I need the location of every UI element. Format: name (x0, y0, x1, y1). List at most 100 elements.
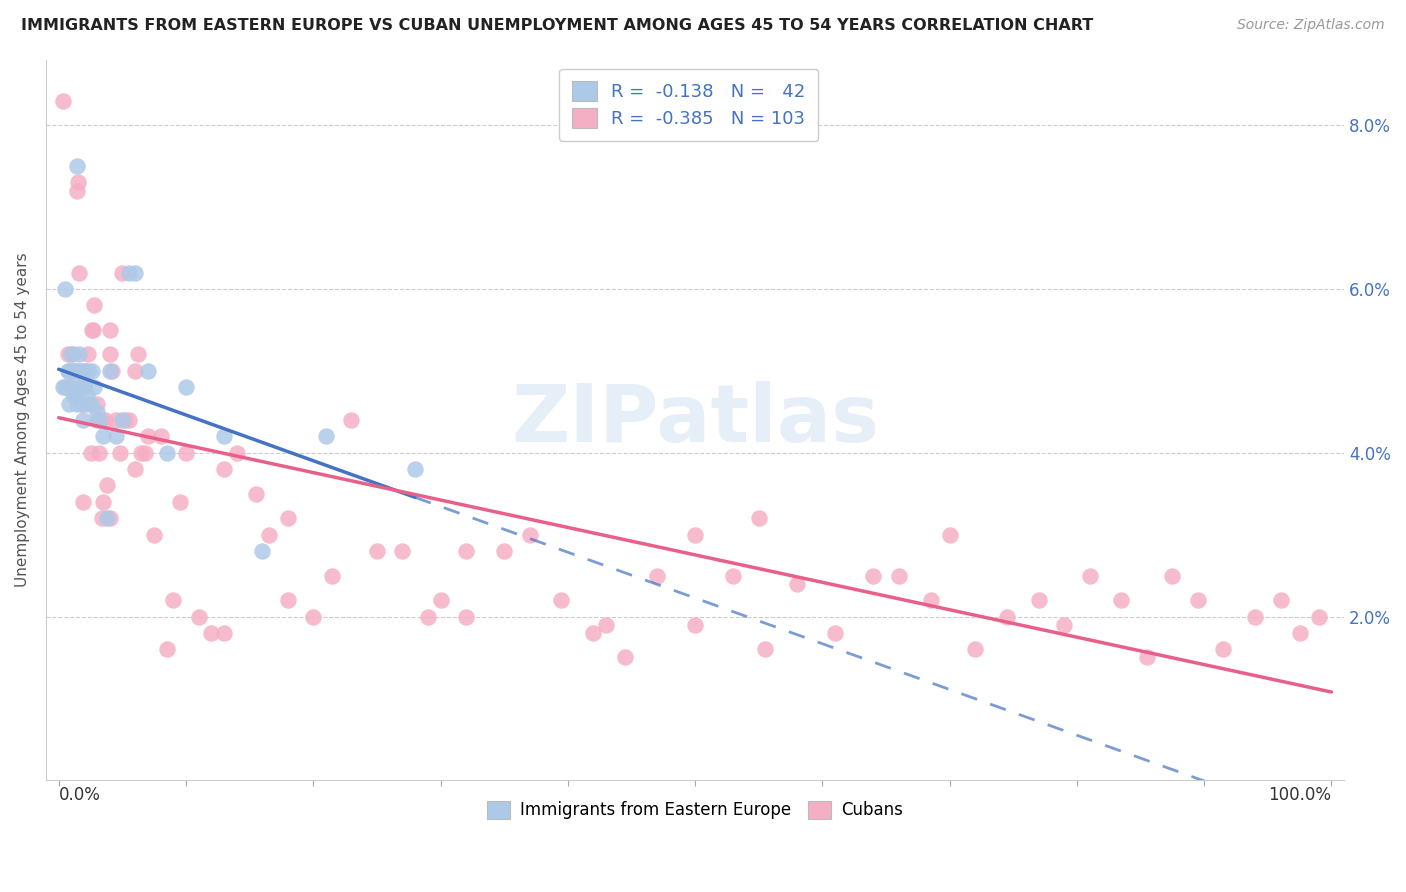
Point (72, 495, 94, 509)
Point (136, 364, 159, 378)
Point (89, 446, 111, 460)
Point (136, 429, 159, 443)
Point (302, 609, 325, 624)
Point (62, 347, 84, 361)
Point (83, 380, 105, 394)
Point (786, 576, 808, 591)
Point (69, 380, 91, 394)
Point (156, 642, 179, 657)
Point (124, 364, 146, 378)
Point (748, 511, 770, 525)
Point (391, 544, 413, 558)
Point (143, 527, 166, 541)
Point (187, 609, 209, 624)
Point (245, 486, 267, 500)
Point (70, 364, 93, 378)
Point (683, 617, 706, 632)
Point (77, 347, 100, 361)
Point (920, 593, 942, 607)
Point (66, 364, 89, 378)
Point (73, 364, 96, 378)
Point (80, 323, 103, 337)
Point (56, 347, 79, 361)
Point (225, 446, 247, 460)
Point (1161, 568, 1184, 582)
Point (59, 364, 82, 378)
Point (277, 593, 299, 607)
Point (127, 347, 149, 361)
Point (91, 511, 114, 525)
Point (65, 159, 87, 173)
Point (96, 511, 118, 525)
Point (1028, 593, 1050, 607)
Text: IMMIGRANTS FROM EASTERN EUROPE VS CUBAN UNEMPLOYMENT AMONG AGES 45 TO 54 YEARS C: IMMIGRANTS FROM EASTERN EUROPE VS CUBAN … (21, 18, 1094, 33)
Point (101, 364, 124, 378)
Point (416, 609, 439, 624)
Point (73, 380, 96, 394)
Point (174, 446, 197, 460)
Point (114, 413, 136, 427)
Point (63, 364, 86, 378)
Point (60, 380, 83, 394)
Point (79, 396, 101, 410)
Point (938, 527, 960, 541)
Point (65, 184, 87, 198)
Point (212, 429, 235, 443)
Point (1308, 609, 1330, 624)
Point (69, 380, 91, 394)
Text: 0.0%: 0.0% (59, 786, 101, 804)
Text: Source: ZipAtlas.com: Source: ZipAtlas.com (1237, 18, 1385, 32)
Point (454, 609, 477, 624)
Point (75, 364, 97, 378)
Point (60, 347, 83, 361)
Point (340, 413, 363, 427)
Point (82, 323, 104, 337)
Point (111, 413, 134, 427)
Point (93, 413, 115, 427)
Point (66, 364, 89, 378)
Point (169, 495, 191, 509)
Point (73, 380, 96, 394)
Point (321, 568, 343, 582)
Point (723, 568, 745, 582)
Point (1270, 593, 1292, 607)
Point (887, 568, 910, 582)
Point (645, 568, 668, 582)
Point (76, 388, 98, 402)
Point (257, 527, 280, 541)
Point (118, 266, 141, 280)
Point (200, 626, 222, 640)
Point (98, 364, 121, 378)
Point (67, 347, 90, 361)
Point (56, 364, 79, 378)
Point (1136, 650, 1159, 665)
Point (614, 650, 637, 665)
Point (1244, 609, 1267, 624)
Point (124, 462, 146, 476)
Point (366, 544, 388, 558)
Point (96, 478, 118, 492)
Point (83, 298, 105, 312)
Y-axis label: Unemployment Among Ages 45 to 54 years: Unemployment Among Ages 45 to 54 years (15, 252, 30, 587)
Point (76, 396, 98, 410)
Point (174, 380, 197, 394)
Point (65, 388, 87, 402)
Point (1212, 642, 1234, 657)
Point (70, 396, 93, 410)
Point (315, 429, 337, 443)
Point (98, 323, 121, 337)
Point (212, 626, 235, 640)
Point (582, 626, 605, 640)
Point (824, 626, 846, 640)
Point (156, 446, 179, 460)
Point (58, 396, 80, 410)
Point (111, 266, 134, 280)
Point (90, 413, 112, 427)
Point (149, 429, 172, 443)
Point (55, 380, 77, 394)
Point (134, 446, 156, 460)
Text: 100.0%: 100.0% (1268, 786, 1331, 804)
Point (519, 527, 541, 541)
Point (62, 388, 84, 402)
Point (1053, 617, 1076, 632)
